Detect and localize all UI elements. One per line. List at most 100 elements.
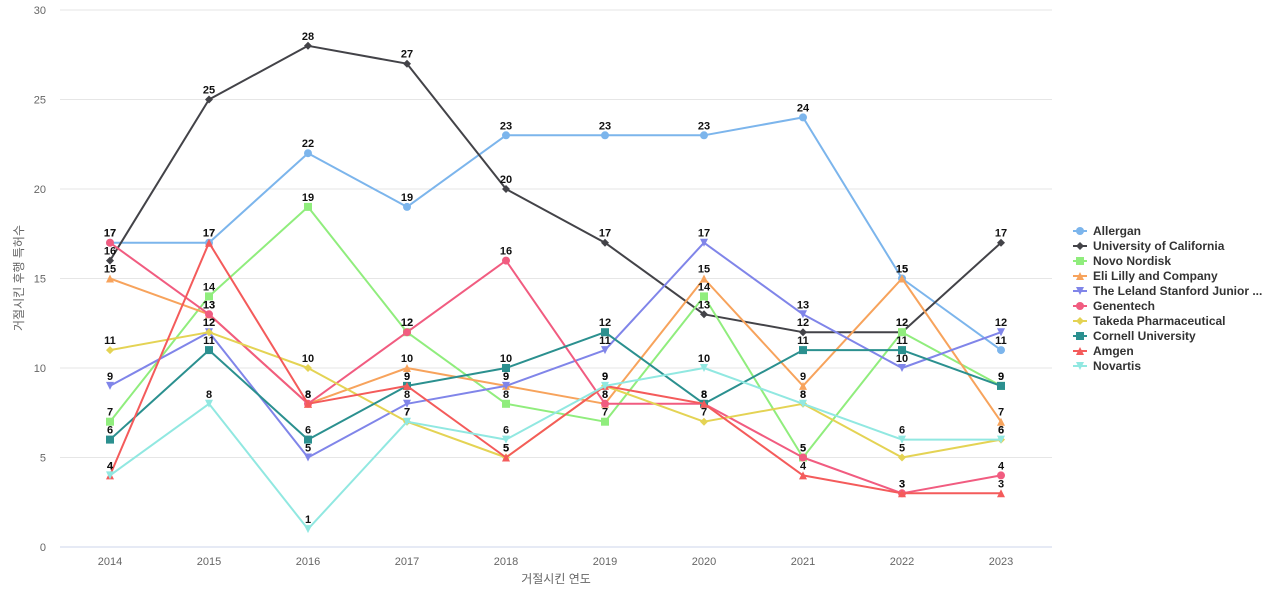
data-point [205,310,213,319]
x-tick-label: 2020 [692,556,716,568]
data-point [898,364,906,372]
data-label: 6 [107,425,113,437]
series-line [109,241,1002,495]
data-label: 15 [698,264,710,276]
data-label: 8 [800,389,806,401]
series-10 [106,364,1005,534]
x-tick-label: 2022 [890,556,914,568]
data-point [106,417,114,426]
y-tick-label: 10 [34,363,46,375]
data-point [304,41,312,50]
data-label: 23 [500,120,512,132]
legend-label: Genentech [1093,299,1155,313]
data-point [304,364,312,372]
data-label: 8 [503,389,509,401]
data-label: 17 [599,228,611,240]
data-point [106,238,114,247]
data-point [700,417,708,426]
data-label: 22 [302,138,314,150]
data-point [403,381,411,390]
y-axis-title: 거절시킨 후행 특허수 [11,225,26,331]
legend-item[interactable]: Novo Nordisk [1073,254,1171,268]
data-label: 19 [401,192,413,204]
data-point [700,292,708,301]
legend-label: Novo Nordisk [1093,254,1171,268]
data-point [601,131,609,140]
y-tick-label: 5 [40,453,46,465]
data-label: 8 [701,389,707,401]
data-point [898,453,906,462]
data-point [601,417,609,426]
data-point [106,346,114,355]
data-label: 6 [998,425,1004,437]
legend-label: Novartis [1093,359,1141,373]
legend-item[interactable]: Cornell University [1073,329,1196,343]
data-point [502,381,510,390]
data-point [205,292,213,301]
data-point [205,399,213,408]
legend-label: University of California [1093,239,1225,253]
legend-symbol [1076,347,1084,355]
legend-item[interactable]: Genentech [1073,299,1155,313]
y-tick-label: 25 [34,95,46,107]
data-label: 12 [203,317,215,329]
y-tick-label: 30 [34,5,46,17]
data-point [997,435,1005,444]
legend-item[interactable]: Eli Lilly and Company [1073,269,1218,283]
data-label: 15 [896,264,908,276]
legend-item[interactable]: Novartis [1073,359,1141,373]
legend-label: Eli Lilly and Company [1093,269,1218,283]
data-label: 12 [797,317,809,329]
legend-symbol [1076,257,1084,265]
data-label: 8 [404,389,410,401]
data-label: 24 [797,102,810,114]
data-point [304,525,312,534]
legend-symbol [1076,317,1084,325]
data-label: 9 [404,371,410,383]
data-label: 13 [797,299,809,311]
data-point [799,381,807,390]
data-point [403,417,411,426]
data-point [502,435,510,444]
legend-item[interactable]: University of California [1073,239,1225,253]
legend-item[interactable]: Allergan [1073,224,1141,238]
data-label: 7 [602,407,608,419]
x-tick-label: 2019 [593,556,617,568]
data-point [997,471,1005,480]
data-label: 4 [107,460,114,472]
data-point [700,364,708,372]
data-label: 9 [602,371,608,383]
data-label: 19 [302,192,314,204]
legend-item[interactable]: Takeda Pharmaceutical [1073,314,1226,328]
legend-item[interactable]: The Leland Stanford Junior ... [1073,284,1262,298]
y-tick-label: 15 [34,274,46,286]
data-label: 11 [203,335,215,347]
x-tick-label: 2014 [98,556,122,568]
data-label: 17 [698,228,710,240]
data-label: 25 [203,85,215,97]
data-point [205,238,213,247]
data-point [898,274,906,283]
x-tick-label: 2015 [197,556,221,568]
data-point [502,364,510,372]
y-tick-label: 20 [34,184,46,196]
data-label: 9 [107,371,113,383]
data-point [106,381,114,390]
legend-symbol [1076,287,1084,295]
data-label: 5 [800,443,806,455]
data-label: 11 [797,335,809,347]
data-label: 8 [701,389,707,401]
data-point [799,399,807,408]
data-label: 8 [206,389,212,401]
data-point [403,59,411,68]
legend-symbol [1076,302,1084,310]
data-label: 9 [404,371,410,383]
data-label: 7 [701,407,707,419]
data-point [403,364,411,372]
data-label: 17 [104,228,116,240]
data-label: 8 [701,389,707,401]
legend-item[interactable]: Amgen [1073,344,1134,358]
data-label: 5 [899,443,905,455]
